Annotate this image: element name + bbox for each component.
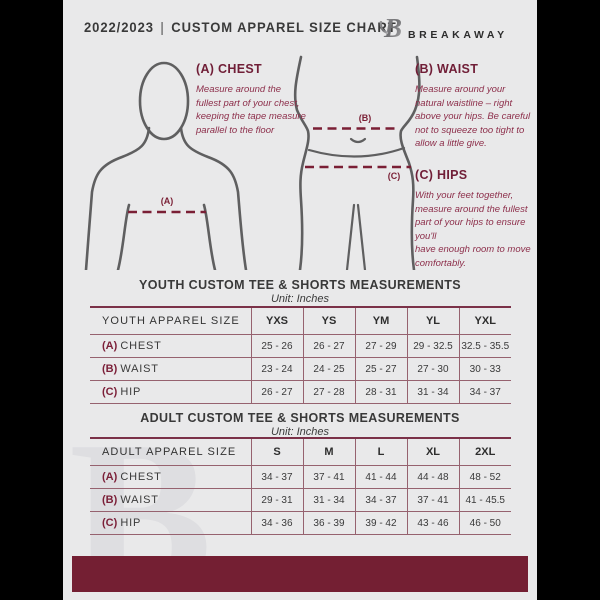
cell: 26 - 27 — [250, 380, 303, 404]
season-year: 2022/2023 — [84, 19, 154, 35]
adult-header-row: ADULT APPAREL SIZE S M L XL 2XL — [90, 438, 511, 466]
youth-unit-label: Unit: Inches — [270, 293, 330, 305]
adult-col-l: L — [354, 438, 407, 466]
hips-heading: (C) HIPS — [415, 168, 468, 182]
waist-description: Measure around your natural waistline – … — [415, 84, 531, 149]
youth-waist-row: (B) WAIST 23 - 24 24 - 25 25 - 27 27 - 3… — [90, 357, 511, 381]
cell: 29 - 32.5 — [406, 334, 459, 358]
cell: 25 - 26 — [250, 334, 303, 358]
hips-line-label: (C) — [388, 171, 401, 181]
youth-col-ys: YS — [302, 307, 355, 335]
cell: 34 - 37 — [250, 465, 303, 489]
cell: 34 - 37 — [458, 380, 511, 404]
adult-waist-row: (B) WAIST 29 - 31 31 - 34 34 - 37 37 - 4… — [90, 488, 511, 512]
brand-name: BREAKAWAY — [408, 28, 508, 41]
hips-description: With your feet together, measure around … — [415, 190, 531, 269]
chest-description: Measure around the fullest part of your … — [196, 84, 306, 136]
youth-col-yxs: YXS — [250, 307, 303, 335]
cell: 25 - 27 — [354, 357, 407, 381]
waist-line-label: (B) — [359, 113, 372, 123]
cell: 37 - 41 — [406, 488, 459, 512]
adult-col-m: M — [302, 438, 355, 466]
chest-line-label: (A) — [161, 196, 174, 206]
adult-section-title: ADULT CUSTOM TEE & SHORTS MEASUREMENTS — [140, 411, 460, 425]
youth-hip-row: (C) HIP 26 - 27 27 - 28 28 - 31 31 - 34 … — [90, 380, 511, 404]
youth-size-col-header: YOUTH APPAREL SIZE — [90, 307, 251, 335]
cell: 30 - 33 — [458, 357, 511, 381]
cell: 24 - 25 — [302, 357, 355, 381]
adult-size-table: ADULT APPAREL SIZE S M L XL 2XL (A) CHES… — [90, 437, 511, 535]
cell: 34 - 37 — [354, 488, 407, 512]
adult-chest-row: (A) CHEST 34 - 37 37 - 41 41 - 44 44 - 4… — [90, 465, 511, 489]
torso-figure-outline — [84, 61, 248, 270]
adult-hip-row: (C) HIP 34 - 36 36 - 39 39 - 42 43 - 46 … — [90, 511, 511, 535]
adult-size-col-header: ADULT APPAREL SIZE — [90, 438, 251, 466]
waist-heading: (B) WAIST — [415, 62, 479, 76]
cell: 28 - 31 — [354, 380, 407, 404]
size-chart-page: B 2022/2023 | CUSTOM APPAREL SIZE CHART B … — [63, 0, 537, 600]
cell: 36 - 39 — [302, 511, 355, 535]
youth-size-table: YOUTH APPAREL SIZE YXS YS YM YL YXL (A) … — [90, 306, 511, 404]
cell: 26 - 27 — [302, 334, 355, 358]
hips-figure-outline — [293, 55, 421, 270]
youth-col-ym: YM — [354, 307, 407, 335]
cell: 44 - 48 — [406, 465, 459, 489]
cell: 29 - 31 — [250, 488, 303, 512]
youth-header-row: YOUTH APPAREL SIZE YXS YS YM YL YXL — [90, 307, 511, 335]
cell: 48 - 52 — [458, 465, 511, 489]
cell: 32.5 - 35.5 — [458, 334, 511, 358]
cell: 23 - 24 — [250, 357, 303, 381]
measurement-diagram: (A) (B) (C) — [84, 55, 421, 270]
cell: 41 - 44 — [354, 465, 407, 489]
svg-text:B: B — [383, 13, 402, 43]
adult-col-s: S — [250, 438, 303, 466]
chart-title: CUSTOM APPAREL SIZE CHART — [171, 19, 397, 35]
chest-heading: (A) CHEST — [196, 62, 262, 76]
cell: 27 - 28 — [302, 380, 355, 404]
adult-col-2xl: 2XL — [458, 438, 511, 466]
cell: 31 - 34 — [406, 380, 459, 404]
measurement-dashed-lines — [128, 127, 411, 214]
cell: 37 - 41 — [302, 465, 355, 489]
waist-instructions: (B) WAIST Measure around your natural wa… — [415, 62, 533, 151]
cell: 27 - 29 — [354, 334, 407, 358]
adult-col-xl: XL — [406, 438, 459, 466]
youth-section-title: YOUTH CUSTOM TEE & SHORTS MEASUREMENTS — [139, 278, 461, 292]
cell: 27 - 30 — [406, 357, 459, 381]
cell: 34 - 36 — [250, 511, 303, 535]
youth-col-yxl: YXL — [458, 307, 511, 335]
cell: 31 - 34 — [302, 488, 355, 512]
hips-instructions: (C) HIPS With your feet together, measur… — [415, 168, 537, 270]
page-title: 2022/2023 | CUSTOM APPAREL SIZE CHART — [84, 19, 397, 35]
brand-group: B BREAKAWAY — [377, 12, 508, 49]
breakaway-logo-icon: B — [377, 12, 404, 49]
youth-chest-row: (A) CHEST 25 - 26 26 - 27 27 - 29 29 - 3… — [90, 334, 511, 358]
footer-bar — [72, 556, 528, 592]
youth-col-yl: YL — [406, 307, 459, 335]
chest-instructions: (A) CHEST Measure around the fullest par… — [196, 62, 308, 137]
adult-unit-label: Unit: Inches — [270, 426, 330, 438]
cell: 46 - 50 — [458, 511, 511, 535]
title-divider: | — [160, 19, 165, 35]
cell: 39 - 42 — [354, 511, 407, 535]
cell: 41 - 45.5 — [458, 488, 511, 512]
cell: 43 - 46 — [406, 511, 459, 535]
